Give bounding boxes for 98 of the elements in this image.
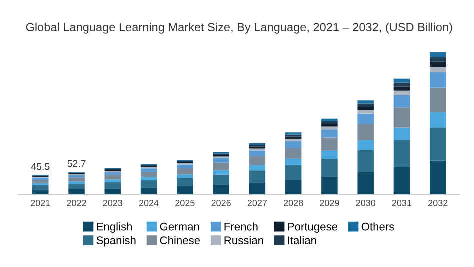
annotation: 52.7	[68, 160, 86, 168]
bar	[213, 170, 230, 175]
bar	[177, 168, 194, 175]
bar	[394, 82, 410, 87]
bar	[177, 174, 194, 178]
x-tick-label: 2032	[428, 200, 448, 206]
bar	[394, 128, 410, 140]
bar	[68, 178, 85, 182]
bar	[213, 174, 230, 185]
bar	[285, 180, 302, 195]
bar	[285, 166, 302, 180]
x-tick-label: 2025	[176, 200, 195, 206]
bar	[249, 156, 266, 166]
bar	[104, 180, 122, 183]
x-tick-label: 2021	[31, 200, 50, 206]
bar	[394, 140, 410, 168]
legend-label: English	[97, 222, 132, 233]
bar	[140, 188, 158, 195]
bar	[322, 118, 338, 122]
bar	[394, 78, 410, 83]
bar	[140, 168, 158, 172]
x-tick-label: 2027	[248, 200, 268, 206]
bar	[430, 62, 446, 68]
bar	[177, 178, 194, 186]
bar	[358, 172, 374, 195]
x-tick-label: 2024	[139, 200, 159, 206]
bar	[32, 186, 49, 190]
bar	[358, 140, 374, 150]
bar	[104, 175, 122, 180]
x-tick-label: 2026	[212, 200, 231, 206]
bar	[249, 182, 266, 195]
bar	[322, 138, 338, 151]
legend-label: Spanish	[96, 236, 136, 247]
bar	[140, 180, 158, 188]
bar	[430, 57, 446, 62]
bar	[213, 162, 230, 170]
bar	[358, 110, 374, 114]
bar	[177, 186, 194, 195]
bar	[322, 124, 338, 127]
bar	[68, 189, 85, 195]
x-tick-label: 2030	[356, 200, 376, 206]
legend-label: Portugese	[288, 223, 338, 233]
bar	[32, 190, 49, 195]
bar	[213, 158, 230, 163]
bar	[430, 67, 446, 72]
bar	[430, 160, 446, 195]
bar	[104, 188, 122, 195]
bar	[322, 130, 338, 138]
x-tick-label: 2022	[67, 200, 86, 206]
legend-label: Others	[362, 222, 394, 231]
bar	[358, 100, 374, 104]
bar	[322, 176, 338, 195]
bar	[285, 136, 302, 140]
bar	[430, 88, 446, 112]
bar	[358, 106, 374, 110]
bar	[394, 95, 410, 108]
bar	[430, 128, 446, 161]
bar	[68, 182, 85, 184]
bar	[68, 184, 85, 190]
bar	[358, 150, 374, 172]
x-tick-label: 2023	[103, 200, 123, 206]
legend-label: Italian	[288, 236, 316, 244]
x-tick-label: 2029	[320, 200, 340, 206]
bar	[358, 104, 374, 107]
bar	[104, 172, 122, 176]
bar	[249, 150, 266, 156]
bar	[68, 175, 85, 178]
legend-label: German	[160, 222, 200, 231]
bar	[32, 180, 49, 184]
bar	[249, 165, 266, 171]
x-tick-label: 2028	[284, 200, 304, 206]
bar	[177, 164, 194, 169]
bar	[358, 124, 374, 140]
bar	[140, 172, 158, 178]
bar	[322, 121, 338, 124]
bar	[285, 158, 302, 166]
bar	[394, 86, 410, 91]
bar	[394, 90, 410, 96]
bar	[249, 170, 266, 183]
annotation: 45.5	[31, 163, 50, 170]
legend-label: Russian	[224, 236, 264, 244]
bar	[358, 114, 374, 124]
bar	[430, 72, 446, 88]
chart-title: Global Language Learning Market Size, By Language, 2021 – 2032, (USD Billion)	[26, 22, 452, 34]
bar	[394, 167, 410, 195]
legend-label: Chinese	[160, 236, 200, 244]
bar	[285, 141, 302, 148]
bar	[140, 177, 158, 181]
bar	[104, 182, 122, 189]
x-tick-label: 2031	[392, 200, 412, 206]
legend-label: French	[224, 222, 258, 231]
bar	[394, 108, 410, 128]
bar	[322, 158, 338, 177]
bar	[285, 148, 302, 159]
bar	[430, 112, 446, 128]
bar	[430, 52, 446, 58]
bar	[213, 184, 230, 195]
bar	[322, 150, 338, 159]
